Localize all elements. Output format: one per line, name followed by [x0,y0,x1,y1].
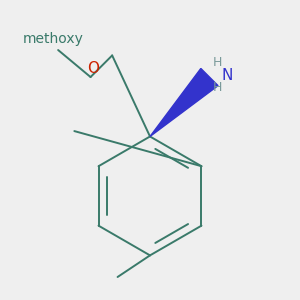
Text: N: N [221,68,233,83]
Text: H: H [213,56,222,69]
Text: H: H [213,81,222,94]
Text: O: O [87,61,99,76]
Polygon shape [150,68,218,136]
Text: methoxy: methoxy [22,32,83,46]
